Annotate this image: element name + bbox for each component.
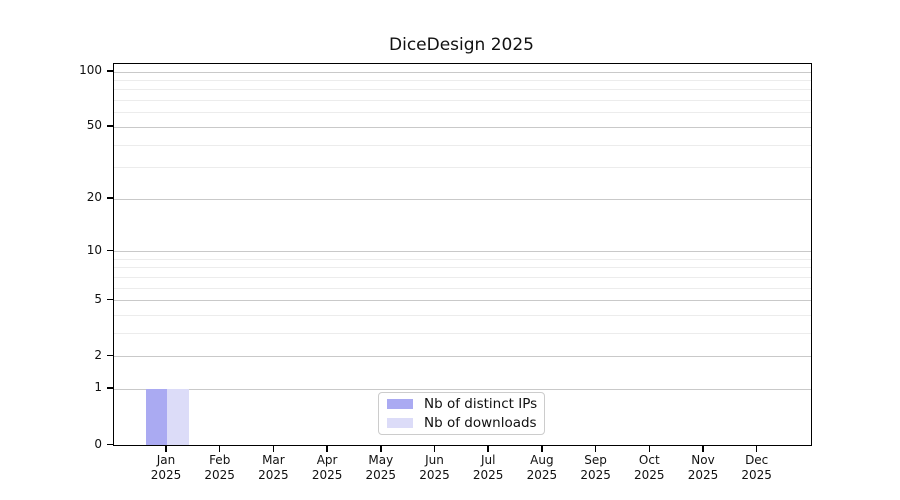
x-axis-tick [755,445,758,452]
bar-nb-of-distinct-ips [145,388,167,445]
legend-label: Nb of distinct IPs [424,396,538,412]
x-tick-month: Oct [638,453,660,467]
y-tick-label: 0 [94,436,102,451]
x-tick-label: May 2025 [351,453,411,483]
legend-entry: Nb of downloads [379,415,544,431]
x-axis-tick [272,445,275,452]
x-tick-year: 2025 [365,468,397,482]
x-axis-tick [594,445,597,452]
grid-line-minor [114,89,811,91]
legend-label: Nb of downloads [424,415,537,431]
x-tick-year: 2025 [526,468,558,482]
grid-line-minor [114,332,811,334]
x-tick-month: May [368,453,394,467]
grid-line-major [114,126,811,128]
legend-swatch [387,399,413,409]
grid-line-minor [114,267,811,269]
x-tick-month: Mar [262,453,285,467]
x-tick-month: Nov [691,453,715,467]
x-tick-month: Sep [584,453,607,467]
x-tick-year: 2025 [580,468,611,482]
x-tick-label: Apr 2025 [297,453,357,483]
grid-line-major [114,356,811,358]
x-tick-label: Nov 2025 [673,453,733,483]
y-axis-tick [107,70,113,72]
x-tick-year: 2025 [634,468,665,482]
legend-entry: Nb of distinct IPs [379,396,544,412]
grid-line-minor [114,287,811,289]
grid-line-minor [114,112,811,114]
x-axis-tick [165,445,167,452]
grid-line-minor [114,167,811,169]
legend-swatch [387,418,413,428]
y-axis-tick [107,387,113,389]
x-tick-label: Dec 2025 [727,453,787,483]
y-tick-label: 100 [79,63,102,78]
x-tick-year: 2025 [204,468,235,482]
x-tick-month: Jul [480,453,496,467]
x-tick-year: 2025 [150,468,182,482]
x-tick-label: Jul 2025 [458,453,518,483]
grid-line-major [114,388,811,390]
y-axis-tick [107,443,113,445]
x-tick-year: 2025 [258,468,289,482]
x-tick-month: Apr [316,453,338,467]
grid-line-major [114,198,811,200]
y-tick-label: 5 [94,291,102,306]
y-tick-label: 20 [86,190,102,205]
x-tick-month: Aug [530,453,554,467]
legend: Nb of distinct IPs Nb of downloads [378,392,545,435]
x-tick-year: 2025 [741,468,772,482]
x-axis-tick [433,445,436,452]
bar-nb-of-downloads [167,388,189,445]
x-tick-label: Sep 2025 [566,453,626,483]
y-axis-tick [107,249,113,251]
x-axis-tick [218,445,221,452]
x-axis-tick [541,445,543,452]
y-axis-tick [107,354,113,357]
y-axis-tick [107,197,113,199]
grid-line-minor [114,314,811,316]
y-tick-label: 1 [94,380,102,395]
grid-line-minor [114,276,811,278]
x-tick-month: Jan [156,453,176,467]
y-tick-label: 2 [94,347,102,362]
grid-line-major [114,251,811,252]
grid-line-major [114,71,811,73]
x-tick-label: Mar 2025 [243,453,303,483]
x-tick-year: 2025 [419,468,450,482]
y-tick-label: 50 [86,118,102,133]
plot-area [113,63,812,446]
x-tick-label: Jun 2025 [405,453,465,483]
x-axis-tick [648,445,651,452]
chart-title: DiceDesign 2025 [389,35,534,55]
grid-line-minor [114,144,811,146]
x-tick-month: Dec [745,453,769,467]
x-tick-year: 2025 [311,468,343,482]
y-axis-tick [107,298,113,301]
x-tick-label: Feb 2025 [190,453,250,483]
grid-line-minor [114,258,811,260]
x-tick-year: 2025 [472,468,504,482]
x-tick-month: Feb [209,453,231,467]
x-axis-tick [326,445,328,452]
y-tick-label: 10 [86,242,102,257]
y-axis-tick [107,125,113,127]
x-tick-label: Aug 2025 [512,453,572,483]
x-tick-month: Jun [425,453,444,467]
grid-line-major [114,300,811,302]
x-axis-tick [487,445,489,452]
x-tick-label: Jan 2025 [136,453,196,483]
x-axis-tick [702,445,704,452]
x-tick-label: Oct 2025 [619,453,679,483]
x-axis-tick [380,445,382,452]
x-tick-year: 2025 [687,468,719,482]
grid-line-minor [114,100,811,102]
grid-line-minor [114,80,811,82]
